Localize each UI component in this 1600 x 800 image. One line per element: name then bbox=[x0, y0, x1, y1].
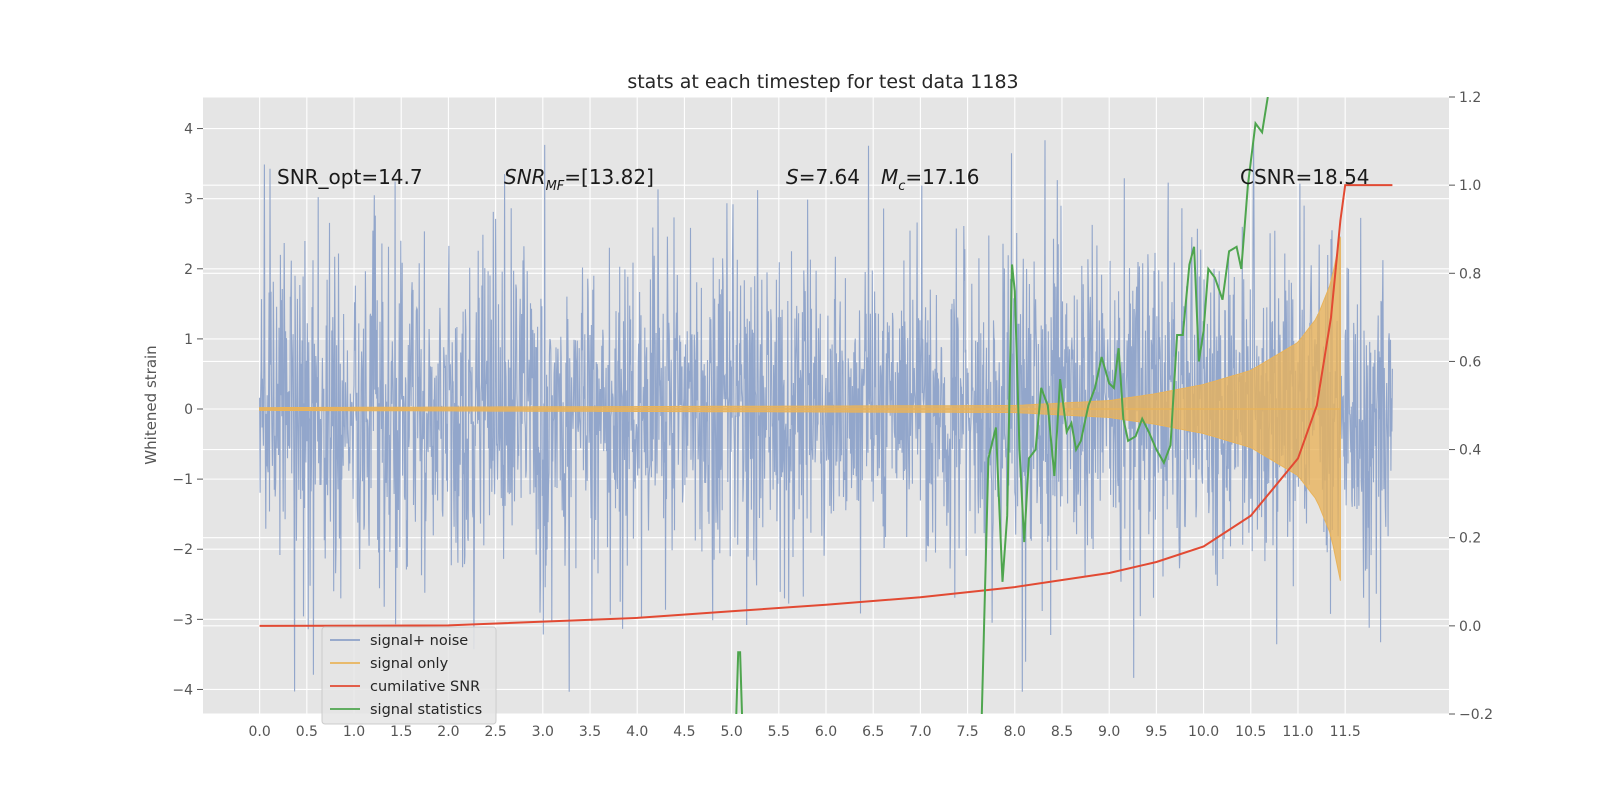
x-tick-label: 4.0 bbox=[626, 724, 648, 740]
x-tick-label: 8.5 bbox=[1051, 724, 1073, 740]
x-tick-label: 9.5 bbox=[1145, 724, 1167, 740]
plot-area bbox=[259, 97, 1393, 714]
y-tick-label: −2 bbox=[172, 542, 193, 558]
x-tick-label: 10.0 bbox=[1188, 724, 1219, 740]
x-tick-label: 8.0 bbox=[1004, 724, 1026, 740]
x-tick-label: 9.0 bbox=[1098, 724, 1120, 740]
y-axis-label: Whitened strain bbox=[142, 345, 160, 464]
y2-tick-label: 0.2 bbox=[1459, 531, 1481, 547]
x-tick-label: 7.5 bbox=[956, 724, 978, 740]
mc-subscript: c bbox=[898, 179, 905, 194]
y-tick-label: 1 bbox=[184, 332, 193, 348]
y-tick-label: 3 bbox=[184, 192, 193, 208]
snr-mf-subscript: MF bbox=[546, 179, 565, 194]
x-tick-label: 3.5 bbox=[579, 724, 601, 740]
tick-layer: 0.0 0.5 1.0 1.5 2.0 2.5 3.0 3.5 4.0 4.5 5.0 5.5 6.0 6… bbox=[172, 90, 1493, 740]
y2-tick-label: 0.6 bbox=[1459, 354, 1481, 370]
y2-tick-label: 1.0 bbox=[1459, 178, 1481, 194]
annotation-s: S=7.64 bbox=[786, 165, 860, 189]
snr-mf-value: =[13.82] bbox=[564, 165, 654, 189]
mc-value: =17.16 bbox=[905, 165, 979, 189]
x-tick-label: 4.5 bbox=[673, 724, 695, 740]
legend-label-cumulative-snr: cumilative SNR bbox=[370, 679, 480, 695]
y2-tick-label: −0.2 bbox=[1459, 707, 1493, 723]
y-tick-label: −3 bbox=[172, 612, 193, 628]
s-symbol: S bbox=[786, 165, 799, 189]
signal-statistics-line bbox=[735, 97, 1269, 714]
x-tick-label: 2.5 bbox=[484, 724, 506, 740]
x-tick-label: 5.5 bbox=[768, 724, 790, 740]
x-tick-label: 7.0 bbox=[909, 724, 931, 740]
x-tick-label: 11.5 bbox=[1330, 724, 1361, 740]
cumulative-snr-line bbox=[259, 184, 1393, 627]
x-tick-label: 5.0 bbox=[720, 724, 742, 740]
annotation-snr-mf: SNRMF=[13.82] bbox=[504, 165, 654, 194]
legend: signal+ noise signal only cumilative SNR… bbox=[321, 626, 497, 725]
legend-label-noise: signal+ noise bbox=[370, 633, 468, 649]
x-tick-label: 10.5 bbox=[1235, 724, 1266, 740]
annotation-csnr: CSNR=18.54 bbox=[1240, 165, 1370, 189]
x-tick-label: 3.0 bbox=[532, 724, 554, 740]
y-tick-label: −4 bbox=[172, 682, 193, 698]
x-tick-label: 11.0 bbox=[1282, 724, 1313, 740]
x-tick-label: 6.5 bbox=[862, 724, 884, 740]
y2-tick-label: 0.8 bbox=[1459, 266, 1481, 282]
y2-tick-label: 0.0 bbox=[1459, 619, 1481, 635]
y2-tick-label: 0.4 bbox=[1459, 443, 1481, 459]
legend-label-statistics: signal statistics bbox=[370, 702, 482, 718]
y-tick-label: −1 bbox=[172, 472, 193, 488]
y-tick-label: 2 bbox=[184, 262, 193, 278]
x-tick-label: 1.0 bbox=[343, 724, 365, 740]
signal-noise-line bbox=[259, 140, 1393, 692]
x-tick-label: 2.0 bbox=[437, 724, 459, 740]
y-tick-label: 0 bbox=[184, 402, 193, 418]
x-tick-label: 1.5 bbox=[390, 724, 412, 740]
chart-title: stats at each timestep for test data 118… bbox=[627, 71, 1018, 93]
x-tick-label: 6.0 bbox=[815, 724, 837, 740]
legend-label-signal: signal only bbox=[370, 656, 449, 672]
y-tick-label: 4 bbox=[184, 122, 193, 138]
snr-mf-symbol: SNR bbox=[504, 165, 546, 189]
s-value: =7.64 bbox=[799, 165, 860, 189]
x-tick-label: 0.5 bbox=[296, 724, 318, 740]
legend-box bbox=[321, 626, 497, 725]
annotation-snr-opt: SNR_opt=14.7 bbox=[277, 165, 423, 189]
annotations: stats at each timestep for test data 118… bbox=[142, 71, 1370, 465]
y2-tick-label: 1.2 bbox=[1459, 90, 1481, 106]
x-tick-label: 0.0 bbox=[249, 724, 271, 740]
mc-symbol: M bbox=[881, 165, 898, 189]
annotation-mc: Mc=17.16 bbox=[881, 165, 979, 194]
